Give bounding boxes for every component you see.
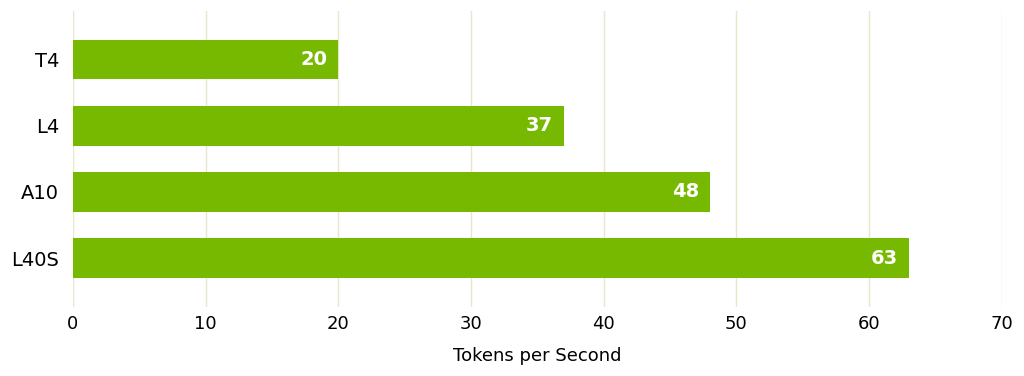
Bar xyxy=(73,238,908,278)
Text: 37: 37 xyxy=(526,116,553,135)
Bar xyxy=(73,40,338,79)
X-axis label: Tokens per Second: Tokens per Second xyxy=(453,347,622,365)
Text: 63: 63 xyxy=(870,249,898,268)
Text: 20: 20 xyxy=(301,50,328,69)
Text: 48: 48 xyxy=(672,182,699,202)
Bar xyxy=(73,106,564,146)
Bar xyxy=(73,172,710,212)
